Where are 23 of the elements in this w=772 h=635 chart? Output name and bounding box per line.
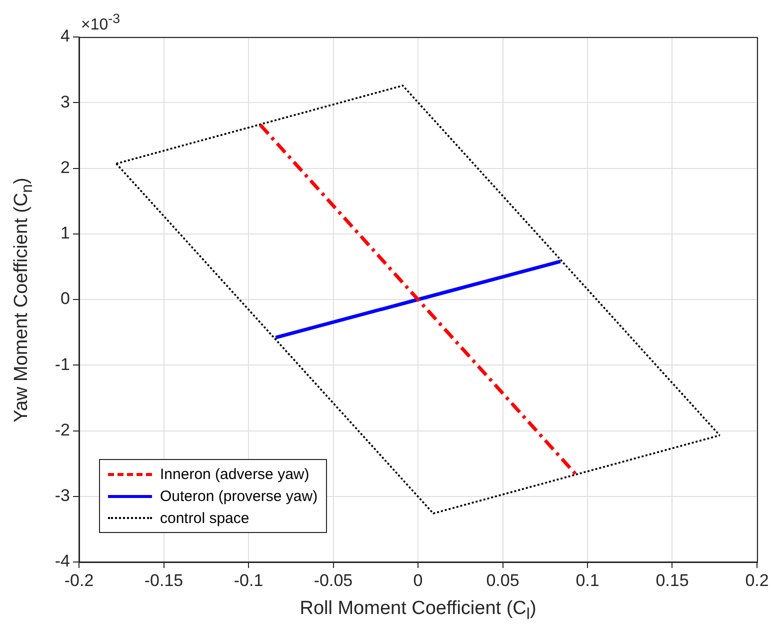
x-tick-label: 0.1 xyxy=(576,570,600,590)
y-tick-label: -3 xyxy=(54,486,70,506)
x-tick-label: 0.2 xyxy=(745,570,769,590)
y-tick-label: -1 xyxy=(54,354,70,374)
x-tick-label: -0.05 xyxy=(314,570,353,590)
x-tick-label: -0.2 xyxy=(64,570,94,590)
x-tick-label: -0.15 xyxy=(144,570,184,590)
y-tick-label: 3 xyxy=(60,92,70,112)
y-tick-label: -2 xyxy=(54,420,70,440)
legend-label: Outeron (proverse yaw) xyxy=(160,488,318,504)
y-tick-label: 1 xyxy=(60,224,70,243)
legend-label: control space xyxy=(160,510,250,526)
x-tick-label: 0 xyxy=(413,570,423,590)
y-tick-label: 4 xyxy=(60,26,70,46)
text: ×10$^{-3}$ xyxy=(81,11,120,34)
y-tick-label: -4 xyxy=(54,552,70,571)
x-tick-label: -0.1 xyxy=(234,570,264,590)
x-tick-label: 0.15 xyxy=(656,570,689,590)
y-tick-label: 0 xyxy=(60,289,70,308)
x-axis-title: Roll Moment Coefficient (C$_{l}$) xyxy=(298,598,538,624)
legend-label: Inneron (adverse yaw) xyxy=(160,466,310,482)
y-tick-label: 2 xyxy=(60,158,70,177)
x-tick-label: 0.05 xyxy=(486,570,520,590)
